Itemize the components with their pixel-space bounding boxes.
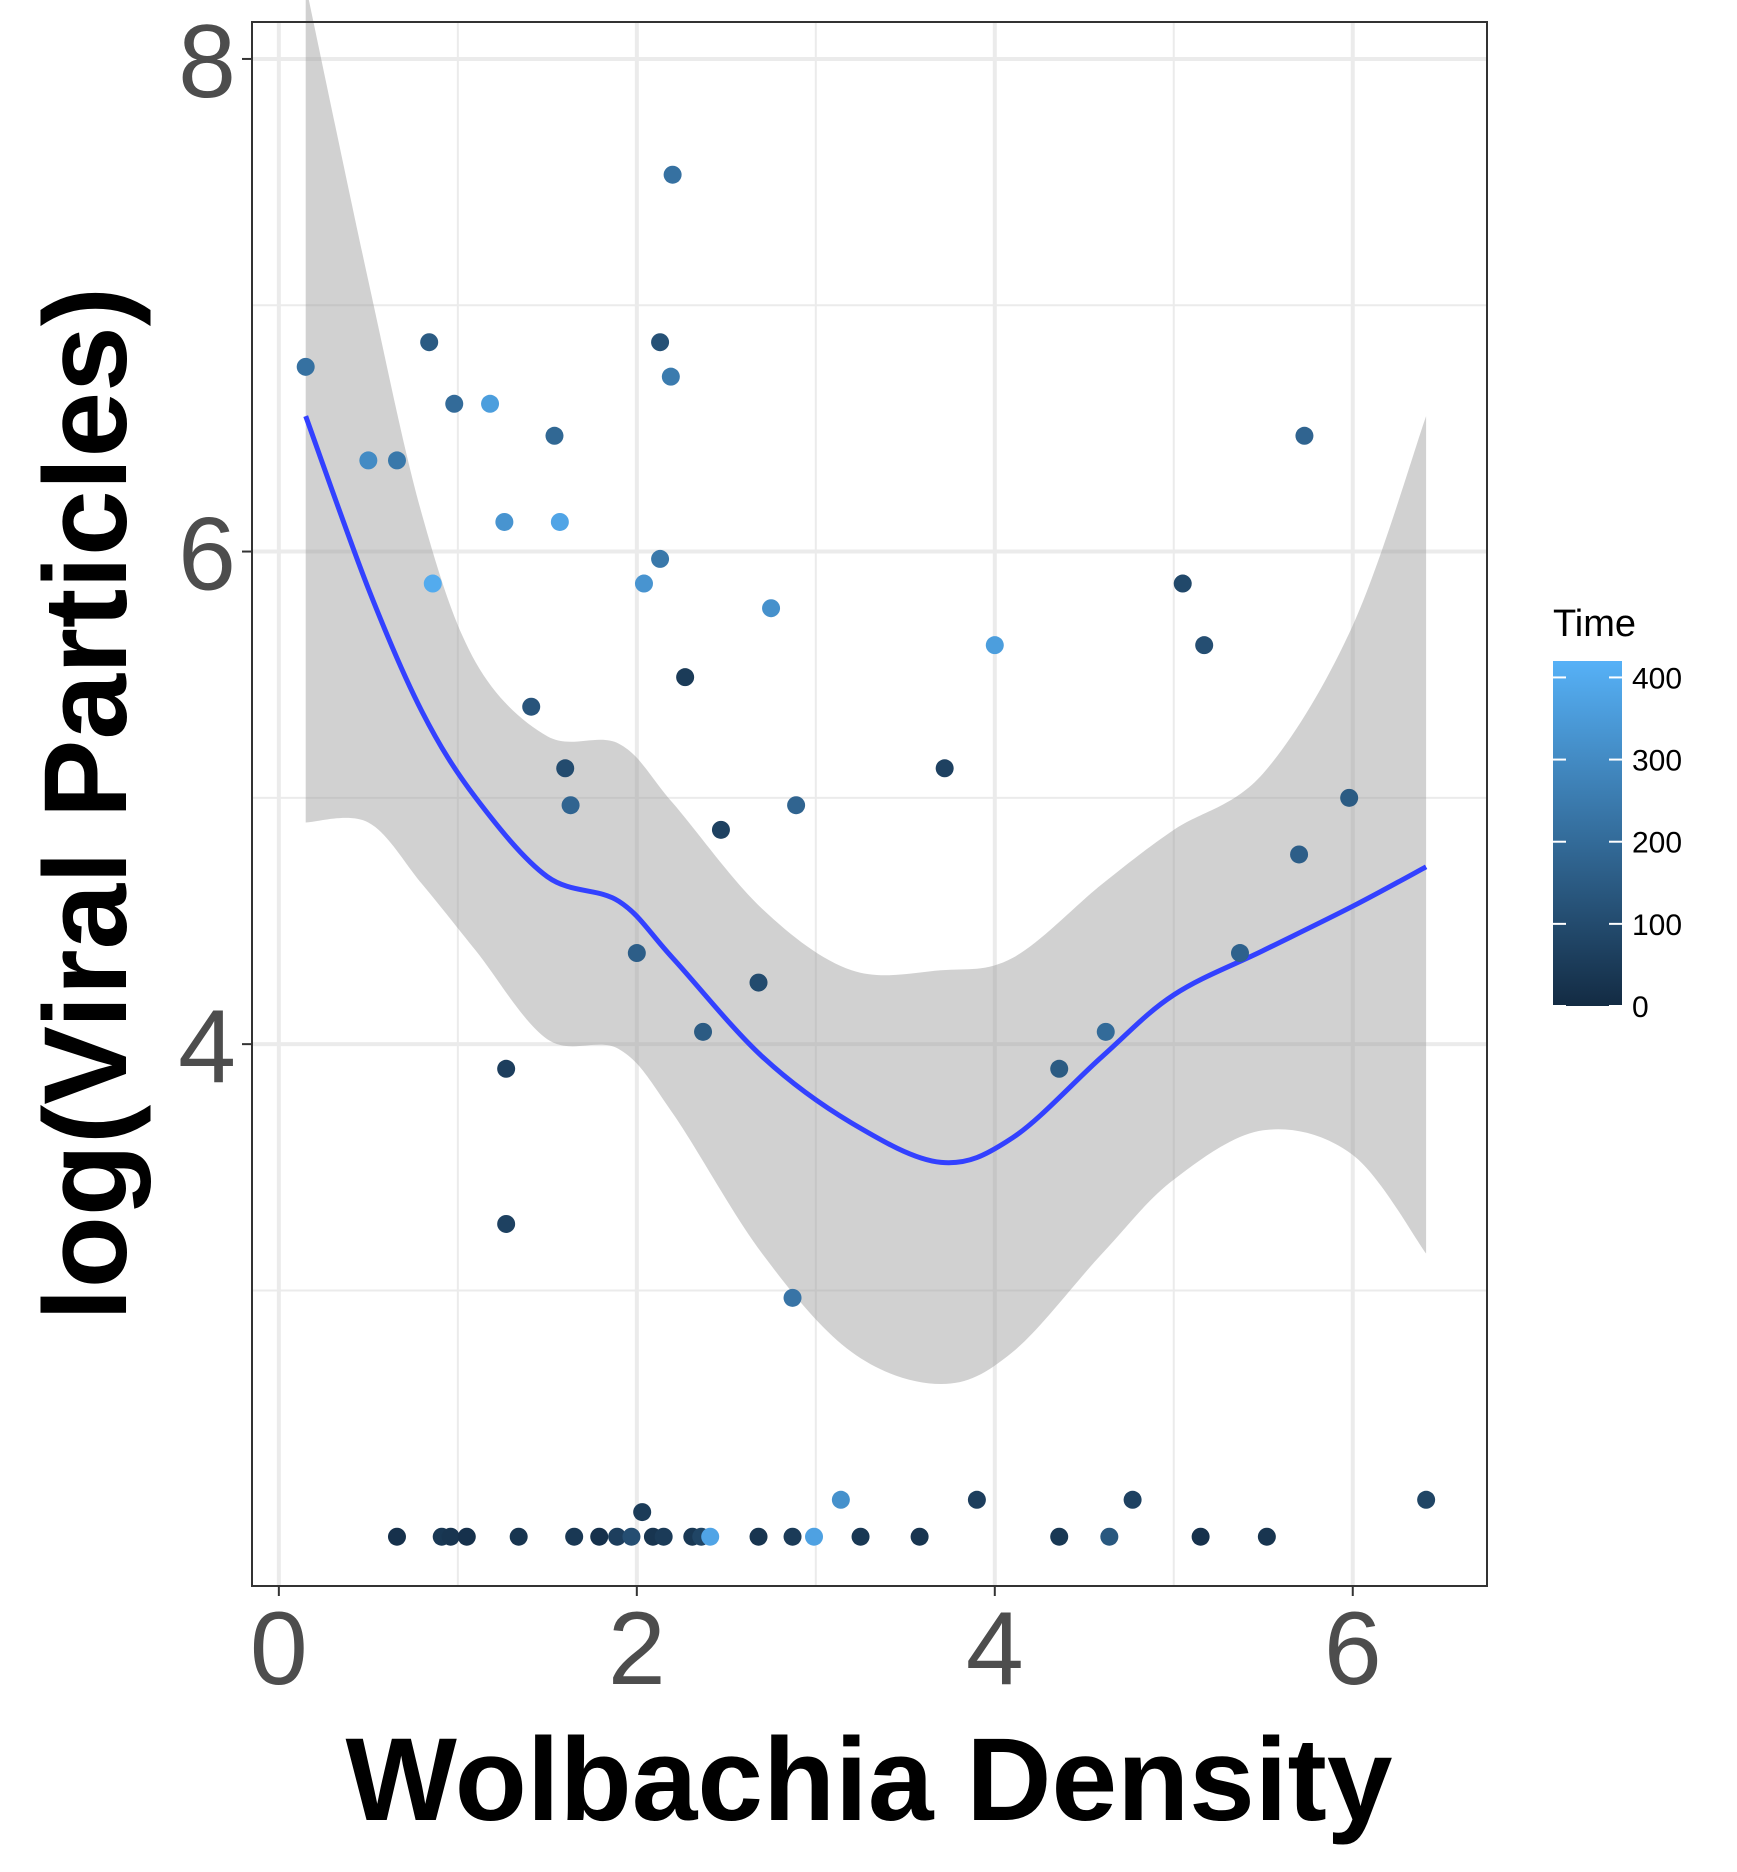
- data-point: [783, 1527, 802, 1546]
- colorbar-tick-label: 100: [1632, 909, 1682, 942]
- data-point: [749, 973, 768, 992]
- data-point: [550, 512, 569, 531]
- colorbar-ticks: 0 100 200 300 400: [1553, 662, 1682, 1024]
- data-point: [445, 394, 464, 413]
- data-point: [654, 1527, 673, 1546]
- x-tick-label: 6: [1324, 1591, 1382, 1707]
- data-point: [497, 1214, 516, 1233]
- colorbar: [1553, 661, 1622, 1006]
- data-point: [556, 759, 575, 778]
- data-point: [420, 333, 439, 352]
- data-point: [749, 1527, 768, 1546]
- data-point: [1340, 788, 1359, 807]
- smooth-line: [303, 415, 1428, 1166]
- data-point: [509, 1527, 528, 1546]
- data-point: [935, 759, 954, 778]
- data-point: [441, 1527, 460, 1546]
- data-point: [851, 1527, 870, 1546]
- x-tick-label: 0: [250, 1591, 308, 1707]
- data-point: [1290, 845, 1309, 864]
- confidence-band: [305, 0, 1427, 1384]
- data-point: [1195, 636, 1214, 655]
- data-point: [387, 1527, 406, 1546]
- y-axis-title: log(Viral Particles): [20, 287, 152, 1321]
- x-tick-label: 2: [608, 1591, 666, 1707]
- legend-title: Time: [1553, 603, 1636, 645]
- y-tick-label: 6: [178, 497, 236, 613]
- x-tick-label: 4: [966, 1591, 1024, 1707]
- data-point: [627, 944, 646, 963]
- data-point: [633, 1503, 652, 1522]
- grid-minor: [252, 22, 1487, 1586]
- data-point: [423, 574, 442, 593]
- data-point: [590, 1527, 609, 1546]
- colorbar-tick-label: 200: [1632, 827, 1682, 860]
- data-point: [608, 1527, 627, 1546]
- data-point: [634, 574, 653, 593]
- data-point: [663, 165, 682, 184]
- data-point: [711, 820, 730, 839]
- data-point: [783, 1288, 802, 1307]
- data-point: [694, 1022, 713, 1041]
- data-point: [1295, 426, 1314, 445]
- data-point: [1257, 1527, 1276, 1546]
- colorbar-tick-label: 300: [1632, 745, 1682, 778]
- data-point: [661, 367, 680, 386]
- data-point: [497, 1059, 516, 1078]
- data-point: [1417, 1490, 1436, 1509]
- data-point: [387, 451, 406, 470]
- data-point: [967, 1490, 986, 1509]
- data-point: [1123, 1490, 1142, 1509]
- data-point: [1173, 574, 1192, 593]
- data-point: [565, 1527, 584, 1546]
- data-point: [1050, 1527, 1069, 1546]
- x-axis: 0 2 4 6: [250, 1586, 1382, 1707]
- data-points: [296, 165, 1436, 1546]
- plot-border: [251, 21, 1488, 1587]
- data-point: [985, 636, 1004, 655]
- data-point: [805, 1527, 824, 1546]
- data-point: [1050, 1059, 1069, 1078]
- data-point: [910, 1527, 929, 1546]
- data-point: [545, 426, 564, 445]
- data-point: [522, 697, 541, 716]
- data-point: [1100, 1527, 1119, 1546]
- data-point: [296, 357, 315, 376]
- data-point: [481, 394, 500, 413]
- data-point: [676, 668, 695, 687]
- data-point: [622, 1527, 641, 1546]
- y-axis: 4 6 8: [178, 4, 252, 1105]
- colorbar-tick-label: 0: [1632, 991, 1649, 1024]
- data-point: [561, 796, 580, 815]
- x-axis-title: Wolbachia Density: [346, 1714, 1393, 1846]
- data-point: [1096, 1022, 1115, 1041]
- data-point: [359, 451, 378, 470]
- data-point: [651, 549, 670, 568]
- colorbar-tick-label: 400: [1632, 662, 1682, 695]
- data-point: [457, 1527, 476, 1546]
- legend: Time 0 100 200 300 400: [1553, 603, 1682, 1024]
- y-tick-label: 4: [178, 989, 236, 1105]
- data-point: [1191, 1527, 1210, 1546]
- data-point: [651, 333, 670, 352]
- data-point: [1231, 944, 1249, 963]
- y-tick-label: 8: [178, 4, 236, 120]
- data-point: [762, 599, 781, 618]
- data-point: [701, 1527, 720, 1546]
- data-point: [831, 1490, 850, 1509]
- data-point: [787, 796, 806, 815]
- data-point: [495, 512, 514, 531]
